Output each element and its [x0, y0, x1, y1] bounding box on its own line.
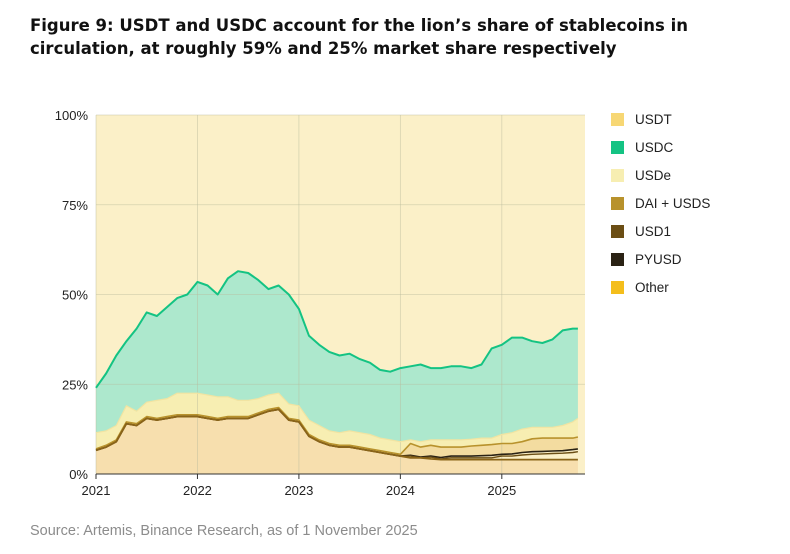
line-usde — [95, 392, 579, 443]
legend-item-usd1: USD1 — [611, 217, 710, 245]
legend-label: DAI + USDS — [635, 195, 711, 211]
legend-label: PYUSD — [635, 251, 682, 267]
legend-label: USDT — [635, 111, 672, 127]
line-dai-usds — [95, 406, 579, 456]
x-tick-label: 2022 — [183, 483, 212, 498]
y-tick-label: 25% — [62, 377, 88, 392]
line-usdc — [95, 270, 578, 389]
legend-item-dai-usds: DAI + USDS — [611, 189, 710, 217]
legend-item-other: Other — [611, 273, 710, 301]
area-usde — [96, 393, 578, 455]
legend-label: Other — [635, 279, 669, 295]
x-tick-label: 2023 — [284, 483, 313, 498]
legend-label: USD1 — [635, 223, 672, 239]
area-usdc — [96, 271, 578, 442]
x-tick-label: 2021 — [82, 483, 111, 498]
legend-swatch — [611, 252, 624, 266]
legend-item-usdc: USDC — [611, 133, 710, 161]
line-dai-usds-base — [95, 408, 578, 461]
legend: USDT USDC USDe DAI + USDS USD1 PYUSD Other — [611, 105, 710, 301]
y-tick-label: 50% — [62, 288, 88, 303]
legend-swatch — [611, 140, 624, 154]
chart-title: Figure 9: USDT and USDC account for the … — [30, 16, 688, 58]
legend-swatch — [611, 168, 624, 182]
y-tick-label: 100% — [55, 108, 89, 123]
source-note: Source: Artemis, Binance Research, as of… — [30, 523, 418, 539]
legend-item-usde: USDe — [611, 161, 710, 189]
legend-swatch — [611, 224, 624, 238]
legend-item-usdt: USDT — [611, 105, 710, 133]
y-tick-label: 75% — [62, 198, 88, 213]
legend-swatch — [611, 280, 624, 294]
legend-item-pyusd: PYUSD — [611, 245, 710, 273]
area-base — [96, 409, 578, 474]
x-tick-label: 2024 — [386, 483, 415, 498]
y-tick-label: 0% — [69, 467, 88, 482]
x-tick-label: 2025 — [487, 483, 516, 498]
legend-swatch — [611, 196, 624, 210]
legend-swatch — [611, 112, 624, 126]
legend-label: USDe — [635, 167, 672, 183]
legend-label: USDC — [635, 139, 674, 155]
